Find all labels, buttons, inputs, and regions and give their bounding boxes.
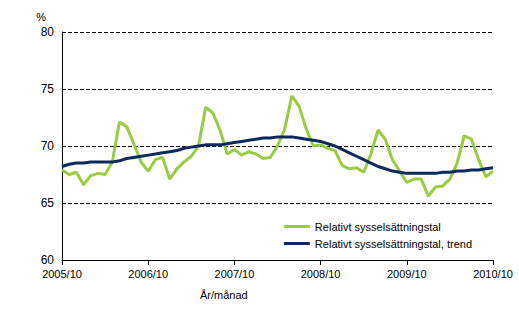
svg-text:Relativt sysselsättningstal: Relativt sysselsättningstal (315, 221, 441, 233)
svg-text:2005/10: 2005/10 (42, 268, 82, 280)
svg-text:År/månad: År/månad (200, 289, 248, 301)
svg-text:2010/10: 2010/10 (473, 268, 513, 280)
svg-text:%: % (36, 11, 46, 23)
svg-text:65: 65 (41, 196, 55, 210)
svg-text:60: 60 (41, 253, 55, 267)
svg-text:2008/10: 2008/10 (301, 268, 341, 280)
svg-text:Relativt sysselsättningstal, t: Relativt sysselsättningstal, trend (315, 238, 472, 250)
svg-text:70: 70 (41, 139, 55, 153)
svg-text:75: 75 (41, 82, 55, 96)
svg-text:2006/10: 2006/10 (128, 268, 168, 280)
svg-text:2007/10: 2007/10 (215, 268, 255, 280)
svg-text:2009/10: 2009/10 (387, 268, 427, 280)
svg-text:80: 80 (41, 25, 55, 39)
